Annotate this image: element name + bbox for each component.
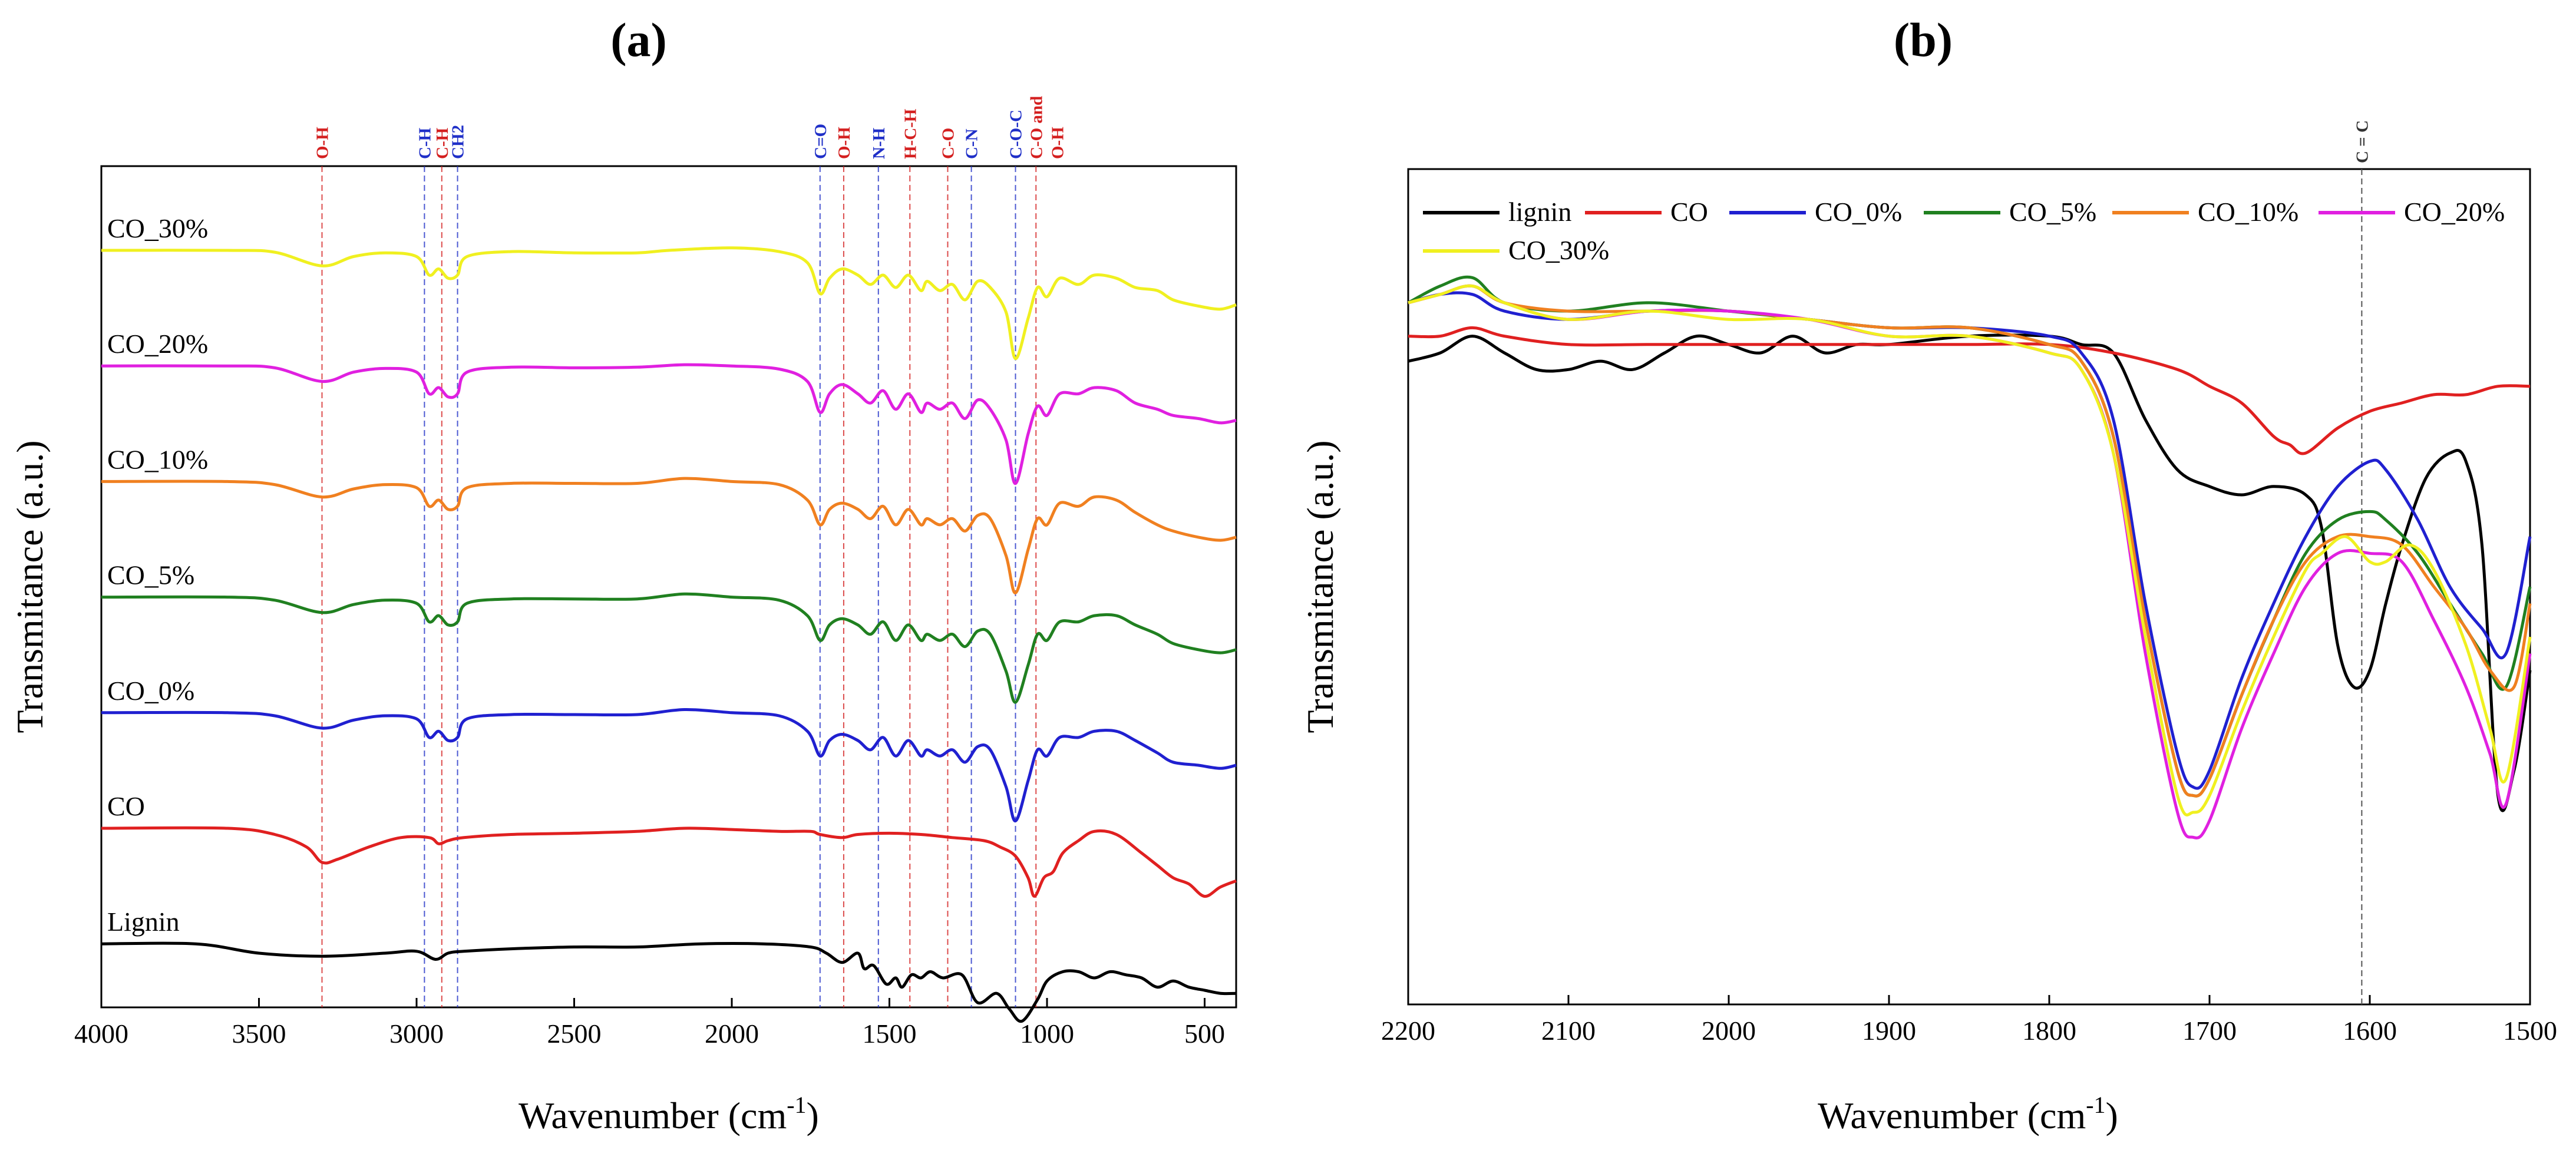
series-line-co [1408, 326, 2531, 455]
series-line-co-10pct [101, 477, 1237, 594]
legend-item-lignin: lignin [1423, 197, 1571, 227]
band-label-o-h: O-H [1048, 127, 1067, 159]
panel-b-title: (b) [1894, 13, 1953, 67]
legend-item-co-0pct: CO_0% [1729, 197, 1902, 227]
series-label-lignin: Lignin [107, 907, 180, 937]
x-tick-label: 3500 [232, 1019, 286, 1049]
x-tick-label: 2000 [1702, 1016, 1756, 1046]
x-tick-label: 2100 [1541, 1016, 1596, 1046]
legend-label: CO_20% [2404, 197, 2505, 227]
legend-item-co-20pct: CO_20% [2319, 197, 2505, 227]
panel-a-axes-frame [100, 165, 1237, 1009]
panel-b-series [1407, 275, 2532, 839]
series-line-co [101, 826, 1237, 898]
legend-label: CO_0% [1815, 197, 1902, 227]
panel-b-annotation: C = C [2353, 120, 2372, 1004]
band-label-ch2: CH2 [449, 125, 468, 159]
x-tick-label: 500 [1184, 1019, 1225, 1049]
c-c-label: C = C [2353, 120, 2372, 163]
legend-item-co-10pct: CO_10% [2112, 197, 2298, 227]
series-label-co-0pct: CO_0% [107, 676, 194, 706]
legend-label: CO_10% [2198, 197, 2298, 227]
x-tick-label: 1500 [2503, 1016, 2557, 1046]
band-label-c-o-and: C-O and [1027, 96, 1046, 159]
series-label-co-10pct: CO_10% [107, 444, 208, 474]
x-tick-label: 1000 [1020, 1019, 1074, 1049]
x-tick-label: 1600 [2343, 1016, 2397, 1046]
panel-a-x-axis-label: Wavenumber (cm-1) [518, 1092, 819, 1136]
panel-b-legend: lignin CO CO_0% CO_5% CO_10% CO_20% CO_30% [1423, 197, 2505, 265]
legend-label: CO_5% [2009, 197, 2096, 227]
series-label-co-30pct: CO_30% [107, 213, 208, 243]
panel-a-x-ticks: 4000 3500 3000 2500 2000 1500 1000 500 [74, 998, 1225, 1049]
legend-item-co-30pct: CO_30% [1423, 235, 1609, 265]
legend-label: CO [1670, 197, 1708, 227]
band-label-c-o: C-O [939, 128, 957, 159]
band-label-o-h: O-H [835, 127, 854, 159]
x-tick-label: 2200 [1381, 1016, 1435, 1046]
series-line-co-0pct [101, 708, 1237, 823]
panel-a-band-lines [321, 166, 1037, 1007]
series-label-co: CO [107, 791, 145, 821]
x-tick-label: 2000 [705, 1019, 759, 1049]
series-label-co-20pct: CO_20% [107, 329, 208, 359]
panel-a-title: (a) [610, 13, 667, 67]
panel-a-series [101, 246, 1237, 1023]
x-tick-label: 1800 [2022, 1016, 2076, 1046]
x-tick-label: 1700 [2182, 1016, 2237, 1046]
panel-b-y-axis-label: Transmitance (a.u.) [1299, 440, 1341, 733]
panel-b-x-ticks: 2200 2100 2000 1900 1800 1700 1600 1500 [1381, 995, 2557, 1046]
legend-label: CO_30% [1508, 235, 1609, 265]
x-tick-label: 2500 [547, 1019, 602, 1049]
legend-label: lignin [1508, 197, 1571, 227]
band-label-h-c-h: H-C-H [901, 108, 920, 159]
series-line-co-30pct [101, 246, 1237, 361]
series-line-co-20pct [101, 363, 1237, 485]
legend-item-co-5pct: CO_5% [1924, 197, 2096, 227]
band-label-n-h: N-H [870, 127, 889, 159]
panel-a-series-labels: CO_30% CO_20% CO_10% CO_5% CO_0% CO Lignin [107, 213, 208, 937]
series-line-co-30pct [1408, 284, 2532, 816]
panel-a-y-axis-label: Transmitance (a.u.) [9, 440, 51, 733]
band-label-c-h: C-H [433, 127, 452, 159]
x-tick-label: 3000 [389, 1019, 444, 1049]
series-label-co-5pct: CO_5% [107, 560, 194, 590]
x-tick-label: 4000 [74, 1019, 128, 1049]
band-label-c-o: C=O [811, 124, 830, 159]
band-label-c-n: C-N [963, 128, 982, 159]
band-label-c-h: C-H [415, 127, 434, 159]
band-label-o-h: O-H [313, 127, 332, 159]
series-line-lignin [1408, 333, 2532, 812]
series-line-co-5pct [101, 592, 1237, 704]
x-tick-label: 1500 [863, 1019, 917, 1049]
band-label-c-o-c: C-O-C [1007, 110, 1026, 159]
series-line-lignin [101, 941, 1237, 1023]
panel-b: C = C lignin CO CO_0% CO_5% CO_10% CO_20% CO_3… [1299, 120, 2557, 1136]
legend-item-co: CO [1585, 197, 1708, 227]
panel-b-x-axis-label: Wavenumber (cm-1) [1818, 1092, 2118, 1136]
x-tick-label: 1900 [1862, 1016, 1916, 1046]
